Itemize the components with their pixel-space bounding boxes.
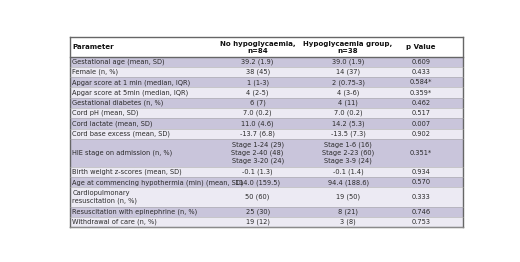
Bar [70, 167, 463, 177]
Text: 4 (3-6): 4 (3-6) [337, 89, 359, 96]
Text: 0.333: 0.333 [411, 194, 430, 200]
Text: 6 (7): 6 (7) [250, 100, 266, 106]
Bar [70, 88, 463, 98]
Text: 14.2 (5.3): 14.2 (5.3) [332, 120, 365, 127]
Text: -0.1 (1.3): -0.1 (1.3) [242, 169, 273, 175]
Text: 19 (50): 19 (50) [336, 194, 360, 200]
Bar [70, 108, 463, 118]
Text: 0.746: 0.746 [411, 209, 431, 215]
Text: HIE stage on admission (n, %): HIE stage on admission (n, %) [72, 150, 173, 156]
Text: Cord lactate (mean, SD): Cord lactate (mean, SD) [72, 120, 153, 127]
Text: 4 (11): 4 (11) [338, 100, 358, 106]
Text: Apgar score at 5min (median, IQR): Apgar score at 5min (median, IQR) [72, 89, 189, 96]
Text: 0.359*: 0.359* [410, 90, 432, 96]
Bar [70, 57, 463, 67]
Text: Birth weight z-scores (mean, SD): Birth weight z-scores (mean, SD) [72, 169, 182, 175]
Bar [70, 139, 463, 167]
Text: 39.2 (1.9): 39.2 (1.9) [241, 58, 274, 65]
Text: -0.1 (1.4): -0.1 (1.4) [333, 169, 363, 175]
Bar [70, 177, 463, 187]
Bar [70, 37, 463, 57]
Text: 0.934: 0.934 [411, 169, 431, 175]
Text: Withdrawal of care (n, %): Withdrawal of care (n, %) [72, 219, 157, 225]
Text: 1 (1-3): 1 (1-3) [246, 79, 269, 86]
Text: 0.007: 0.007 [411, 121, 431, 127]
Text: -13.7 (6.8): -13.7 (6.8) [240, 130, 275, 137]
Text: 7.0 (0.2): 7.0 (0.2) [334, 110, 362, 117]
Text: Cord base excess (mean, SD): Cord base excess (mean, SD) [72, 130, 170, 137]
Text: 0.433: 0.433 [411, 69, 431, 75]
Text: 14 (37): 14 (37) [336, 69, 360, 75]
Text: 0.462: 0.462 [411, 100, 431, 106]
Text: 114.0 (159.5): 114.0 (159.5) [235, 179, 280, 185]
Bar [70, 118, 463, 129]
Text: Parameter: Parameter [72, 44, 114, 50]
Text: Resuscitation with epinephrine (n, %): Resuscitation with epinephrine (n, %) [72, 208, 198, 215]
Text: No hypoglycaemia,
n=84: No hypoglycaemia, n=84 [220, 41, 295, 53]
Bar [70, 217, 463, 227]
Text: 0.609: 0.609 [411, 59, 431, 65]
Text: Age at commencing hypothermia (min) (mean, SD): Age at commencing hypothermia (min) (mea… [72, 179, 244, 185]
Text: 0.351*: 0.351* [410, 150, 432, 156]
Text: 39.0 (1.9): 39.0 (1.9) [332, 58, 365, 65]
Text: Gestational diabetes (n, %): Gestational diabetes (n, %) [72, 100, 164, 106]
Text: Hypoglycaemia group,
n=38: Hypoglycaemia group, n=38 [304, 41, 393, 53]
Text: 94.4 (188.6): 94.4 (188.6) [328, 179, 369, 185]
Bar [70, 129, 463, 139]
Text: 0.584*: 0.584* [410, 79, 432, 85]
Text: 2 (0.75-3): 2 (0.75-3) [332, 79, 365, 86]
Text: 0.902: 0.902 [411, 131, 431, 137]
Text: Stage 1-24 (29)
Stage 2-40 (48)
Stage 3-20 (24): Stage 1-24 (29) Stage 2-40 (48) Stage 3-… [231, 142, 284, 164]
Bar [70, 67, 463, 77]
Text: 25 (30): 25 (30) [245, 208, 270, 215]
Bar [70, 187, 463, 206]
Text: Stage 1-6 (16)
Stage 2-23 (60)
Stage 3-9 (24): Stage 1-6 (16) Stage 2-23 (60) Stage 3-9… [322, 142, 374, 164]
Text: 0.753: 0.753 [411, 219, 431, 225]
Text: 7.0 (0.2): 7.0 (0.2) [243, 110, 272, 117]
Text: 3 (8): 3 (8) [340, 219, 356, 225]
Text: Cardiopulmonary
resuscitation (n, %): Cardiopulmonary resuscitation (n, %) [72, 190, 137, 204]
Text: 11.0 (4.6): 11.0 (4.6) [241, 120, 274, 127]
Text: Apgar score at 1 min (median, IQR): Apgar score at 1 min (median, IQR) [72, 79, 190, 86]
Text: -13.5 (7.3): -13.5 (7.3) [331, 130, 366, 137]
Text: Female (n, %): Female (n, %) [72, 69, 119, 75]
Bar [70, 98, 463, 108]
Text: 0.517: 0.517 [411, 110, 431, 116]
Bar [70, 206, 463, 217]
Text: Gestational age (mean, SD): Gestational age (mean, SD) [72, 58, 165, 65]
Text: 8 (21): 8 (21) [338, 208, 358, 215]
Text: p Value: p Value [406, 44, 436, 50]
Text: Cord pH (mean, SD): Cord pH (mean, SD) [72, 110, 139, 117]
Text: 38 (45): 38 (45) [245, 69, 270, 75]
Bar [70, 77, 463, 88]
Text: 19 (12): 19 (12) [245, 219, 270, 225]
Text: 4 (2-5): 4 (2-5) [246, 89, 269, 96]
Text: 50 (60): 50 (60) [245, 194, 270, 200]
Text: 0.570: 0.570 [411, 179, 431, 185]
